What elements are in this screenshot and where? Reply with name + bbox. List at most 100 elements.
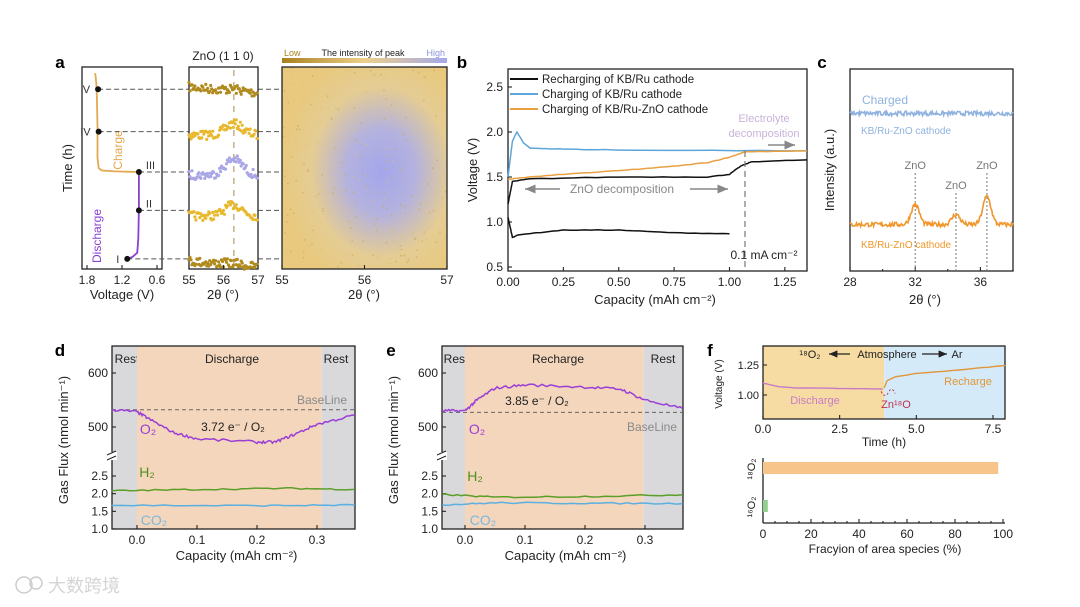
heatmap-speckle xyxy=(421,70,424,72)
marker-point-II xyxy=(135,207,142,214)
heatmap-speckle xyxy=(290,67,293,70)
electrolyte-label: Electrolyte xyxy=(738,113,789,125)
x-axis-label: Capacity (mAh cm⁻²) xyxy=(505,548,627,563)
heatmap-speckle xyxy=(335,107,338,110)
electron-ratio-label: 3.72 e⁻ / O₂ xyxy=(201,420,265,434)
y-axis-label: Time (h) xyxy=(60,144,75,192)
panel-b-axes xyxy=(507,68,808,272)
xrd-data-point xyxy=(235,257,239,261)
axis-break-mark xyxy=(106,455,117,461)
heatmap-speckle xyxy=(303,162,305,165)
heatmap-speckle xyxy=(345,136,348,139)
heatmap-speckle xyxy=(287,101,290,104)
heatmap-speckle xyxy=(389,233,391,236)
heatmap-speckle xyxy=(380,227,383,230)
heatmap-speckle xyxy=(330,118,333,120)
region-recharge xyxy=(465,346,644,529)
heatmap-speckle xyxy=(372,199,374,202)
heatmap-speckle xyxy=(411,195,413,198)
heatmap-speckle xyxy=(369,70,372,72)
heatmap-speckle xyxy=(376,257,379,260)
heatmap-speckle xyxy=(353,71,356,74)
xrd-data-point xyxy=(189,258,193,262)
x-tick-label: 1.8 xyxy=(79,273,96,287)
xrd-data-point xyxy=(238,158,242,162)
heatmap-speckle xyxy=(431,250,434,253)
xrd-trace-III xyxy=(187,154,259,181)
heatmap-speckle xyxy=(400,248,403,251)
xrd-data-point xyxy=(224,260,229,264)
heatmap-speckle xyxy=(403,234,405,236)
heatmap-speckle xyxy=(399,245,402,247)
heatmap-speckle xyxy=(294,141,296,143)
region-label: Rest xyxy=(324,352,349,366)
xrd-data-point xyxy=(206,261,210,265)
panel-b-label: b xyxy=(457,53,467,72)
panel-a-label: a xyxy=(55,53,65,72)
heatmap-speckle xyxy=(382,205,384,208)
series-line xyxy=(442,501,683,507)
heatmap-speckle xyxy=(419,203,422,205)
x-tick-label: 0.75 xyxy=(662,275,686,289)
xrd-data-point xyxy=(254,129,258,133)
heatmap-speckle xyxy=(316,90,318,93)
heatmap-speckle xyxy=(383,106,386,109)
xrd-data-point xyxy=(206,86,210,90)
heatmap-speckle xyxy=(333,187,336,190)
x-tick-label: 0.3 xyxy=(637,533,654,547)
heatmap-speckle xyxy=(384,77,387,80)
o18-atmosphere-label: ¹⁸O₂ xyxy=(799,349,820,361)
panel-c-axes xyxy=(849,68,1014,272)
y-tick-label: 1.5 xyxy=(486,170,503,184)
x-tick-label: 28 xyxy=(843,275,857,289)
xrd-data-point xyxy=(235,84,239,88)
xrd-data-point xyxy=(248,91,252,95)
xrd-data-point xyxy=(241,162,245,166)
heatmap-speckle xyxy=(331,91,334,94)
series-line xyxy=(507,150,808,181)
xrd-data-point xyxy=(214,259,218,263)
xrd-data-point xyxy=(189,137,193,141)
heatmap-speckle xyxy=(390,176,393,179)
x-tick-label: 0.50 xyxy=(607,275,631,289)
x-tick-label: 0.2 xyxy=(577,533,594,547)
xrd-trace-V xyxy=(187,80,259,98)
heatmap-speckle xyxy=(340,261,343,264)
heatmap-speckle xyxy=(390,214,393,217)
heatmap-speckle xyxy=(347,220,350,223)
marker-point-III xyxy=(135,169,142,176)
heatmap-speckle xyxy=(400,169,403,172)
heatmap-speckle xyxy=(355,139,358,142)
xrd-data-point xyxy=(195,175,199,179)
xrd-data-point xyxy=(251,217,255,222)
heatmap-speckle xyxy=(336,266,339,269)
heatmap-speckle xyxy=(302,250,305,253)
heatmap-speckle xyxy=(300,101,303,104)
x-tick-label: 0.0 xyxy=(755,422,772,436)
axis-break-mark xyxy=(106,450,117,456)
heatmap-speckle xyxy=(406,261,408,263)
xrd-data-point xyxy=(193,84,197,88)
heatmap-speckle xyxy=(394,148,397,151)
x-tick-label: 100 xyxy=(993,527,1013,541)
x-tick-label: 0.00 xyxy=(496,275,520,289)
legend-label: Charging of KB/Ru-ZnO cathode xyxy=(542,104,708,116)
xrd-data-point xyxy=(231,125,235,129)
region-label: Recharge xyxy=(532,352,584,366)
colorbar xyxy=(282,58,447,63)
heatmap-speckle xyxy=(385,242,388,244)
heatmap-speckle xyxy=(399,254,402,257)
heatmap-speckle xyxy=(429,141,432,144)
atmosphere-label: Atmosphere xyxy=(857,349,916,361)
colorbar-high-label: High xyxy=(426,48,445,58)
xrd-data-point xyxy=(187,80,191,85)
heatmap-speckle xyxy=(340,161,343,164)
xrd-data-point xyxy=(200,136,204,140)
x-tick-label: 0.3 xyxy=(309,533,326,547)
marker-label: IV xyxy=(80,127,91,139)
heatmap-speckle xyxy=(351,240,354,243)
xrd-data-point xyxy=(194,218,198,222)
bar-category-label: ¹⁸O₂ xyxy=(746,458,758,479)
xrd-data-point xyxy=(240,261,244,265)
heatmap-speckle xyxy=(405,139,407,142)
